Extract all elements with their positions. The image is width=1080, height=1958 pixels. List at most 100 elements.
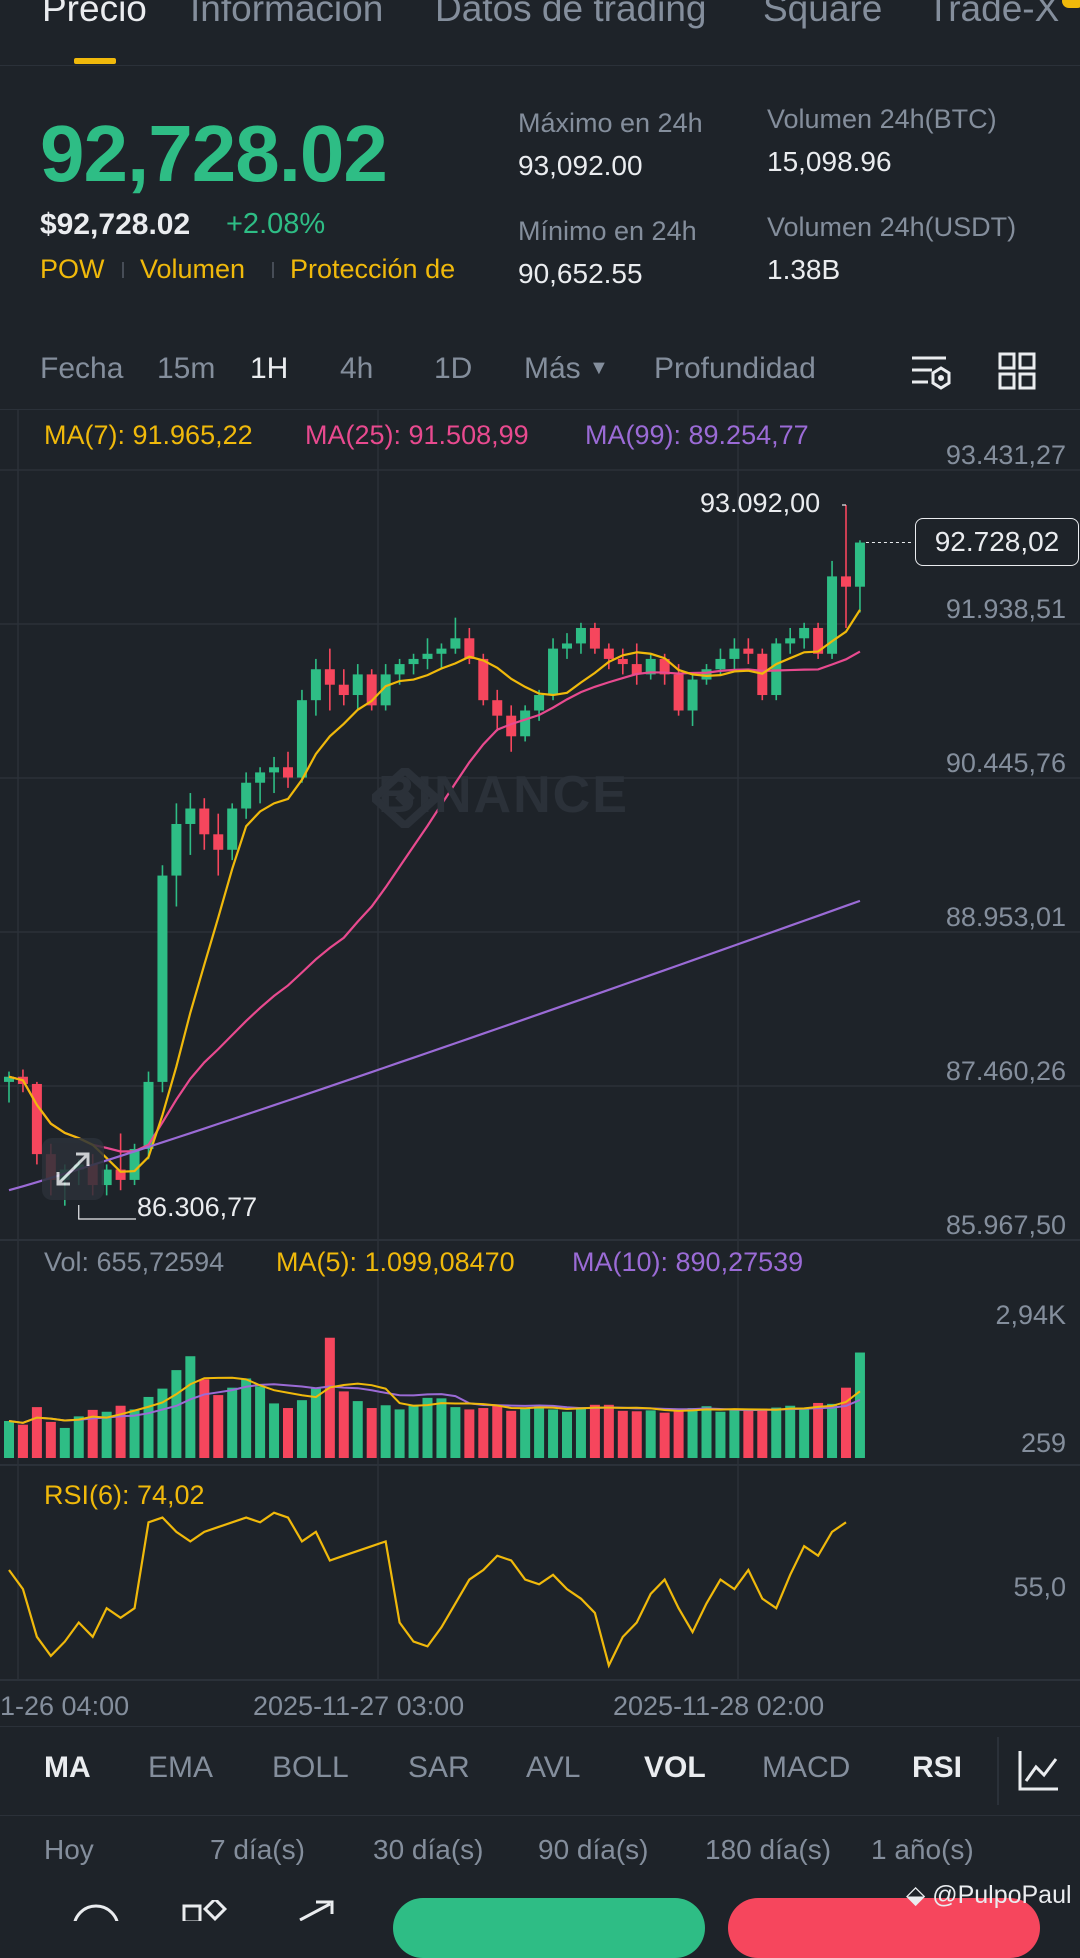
candle-body — [701, 669, 712, 680]
indicator-sar[interactable]: SAR — [408, 1751, 470, 1784]
tag-separator — [122, 262, 124, 278]
candle-body — [450, 638, 461, 649]
volume-bar — [143, 1396, 154, 1458]
candle-body — [255, 772, 266, 783]
tag-proteccion[interactable]: Protección de — [290, 254, 456, 284]
interval-bar: Fecha 15m 1H 4h 1D Más ▼ Profundidad — [0, 340, 1080, 410]
candle-body — [506, 715, 517, 737]
candle-body — [269, 767, 280, 773]
low-24h-value: 90,652.55 — [518, 258, 643, 289]
candle-body — [841, 576, 851, 587]
indicator-avl[interactable]: AVL — [526, 1751, 581, 1784]
candle-body — [185, 808, 196, 824]
indicator-vol[interactable]: VOL — [644, 1751, 706, 1784]
indicator-chart-icon[interactable] — [1018, 1749, 1060, 1791]
volume-legend: Vol: 655,72594 — [44, 1247, 225, 1277]
candle-body — [659, 658, 670, 675]
volume-bar — [87, 1409, 98, 1458]
range-180d[interactable]: 180 día(s) — [705, 1834, 832, 1865]
interval-1d[interactable]: 1D — [434, 352, 473, 385]
tab-trade-x[interactable]: Trade-X — [927, 0, 1060, 29]
candle-body — [534, 695, 545, 711]
rsi-legend: RSI(6): 74,02 — [44, 1480, 205, 1510]
candle-body — [227, 808, 238, 850]
binance-small-logo-icon: ⬙ — [906, 1881, 926, 1909]
volume-bar — [506, 1410, 517, 1458]
candle-body — [143, 1081, 154, 1149]
volume-bar — [227, 1387, 238, 1458]
share-icon[interactable] — [292, 1900, 342, 1921]
volume-bar — [4, 1420, 14, 1458]
volume-bar — [673, 1409, 684, 1458]
tab-square[interactable]: Square — [763, 0, 883, 29]
expand-chart-button[interactable] — [42, 1138, 104, 1200]
indicator-macd[interactable]: MACD — [762, 1751, 851, 1784]
grid-layout-icon[interactable] — [998, 352, 1038, 392]
more-icon[interactable] — [68, 1900, 124, 1921]
chart-settings-icon[interactable] — [910, 352, 952, 396]
volume-bar — [283, 1408, 293, 1458]
volume-bar — [687, 1408, 698, 1458]
volume-bar — [73, 1416, 84, 1458]
candle-body — [575, 627, 586, 644]
volume-bar — [562, 1411, 572, 1458]
volume-ma5-line — [8, 1376, 861, 1424]
volume-bar — [827, 1403, 838, 1458]
volume-bar — [854, 1352, 865, 1458]
volume-axis-label: 2,94K — [995, 1300, 1066, 1330]
volume-bar — [813, 1402, 824, 1458]
range-7d[interactable]: 7 día(s) — [210, 1834, 305, 1865]
interval-fecha[interactable]: Fecha — [40, 352, 124, 385]
tag-pow[interactable]: POW — [40, 254, 105, 284]
credit-label: ⬙ @PulpoPaul — [906, 1880, 1072, 1910]
candle-body — [4, 1076, 14, 1082]
price-axis-label: 90.445,76 — [945, 748, 1066, 778]
tab-datos-de-trading[interactable]: Datos de trading — [435, 0, 707, 29]
indicator-rsi[interactable]: RSI — [912, 1751, 963, 1784]
candle-body — [827, 576, 838, 654]
volume-axis-label: 259 — [1020, 1428, 1066, 1458]
candle-body — [715, 658, 726, 670]
range-90d[interactable]: 90 día(s) — [538, 1834, 649, 1865]
volume-bar — [785, 1405, 796, 1458]
volume-bar — [436, 1398, 447, 1458]
ma7-legend: MA(7): 91.965,22 — [44, 420, 253, 450]
volume-bar — [408, 1404, 419, 1458]
tab-precio[interactable]: Precio — [42, 0, 147, 29]
interval-4h[interactable]: 4h — [340, 352, 374, 385]
candle-body — [31, 1083, 42, 1155]
volume-bar — [310, 1387, 321, 1458]
interval-15m[interactable]: 15m — [157, 352, 216, 385]
interval-mas[interactable]: Más ▼ — [524, 352, 609, 386]
tag-volumen[interactable]: Volumen — [140, 254, 246, 284]
candle-body — [129, 1148, 140, 1180]
indicator-ema[interactable]: EMA — [148, 1751, 214, 1784]
tab-informacion[interactable]: Información — [190, 0, 384, 29]
volume-bar — [464, 1409, 475, 1458]
price-chart[interactable] — [0, 400, 1080, 1700]
markets-icon[interactable] — [180, 1900, 230, 1921]
candle-body — [603, 648, 614, 659]
indicator-ma[interactable]: MA — [44, 1751, 91, 1784]
credit-text: @PulpoPaul — [932, 1881, 1072, 1909]
interval-profundidad[interactable]: Profundidad — [654, 352, 816, 385]
candle-body — [436, 648, 447, 654]
volume-bar — [617, 1410, 628, 1458]
candle-body — [366, 674, 377, 706]
candle-body — [338, 684, 349, 696]
volume-bar — [422, 1397, 433, 1458]
tag-separator — [272, 262, 274, 278]
volume-bar — [589, 1404, 600, 1458]
range-1y[interactable]: 1 año(s) — [871, 1834, 974, 1865]
range-hoy[interactable]: Hoy — [44, 1834, 94, 1865]
price-axis-label: 87.460,26 — [945, 1056, 1066, 1086]
range-30d[interactable]: 30 día(s) — [373, 1834, 484, 1865]
indicator-boll[interactable]: BOLL — [272, 1751, 349, 1784]
candle-body — [617, 658, 628, 665]
volume-bar — [534, 1405, 545, 1458]
buy-button[interactable] — [393, 1898, 705, 1958]
low-24h-label: Mínimo en 24h — [518, 216, 697, 246]
interval-1h[interactable]: 1H — [250, 352, 289, 385]
volume-bar — [31, 1407, 42, 1458]
candle-body — [241, 782, 252, 809]
